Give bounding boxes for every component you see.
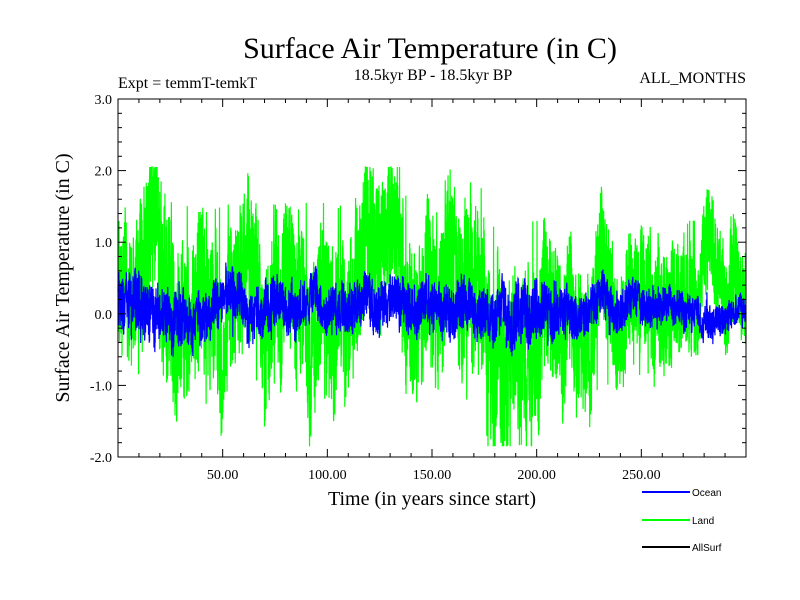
time-range-label: 18.5kyr BP - 18.5kyr BP [354,67,513,84]
legend-label-allsurf: AllSurf [692,543,722,554]
legend-label-land: Land [692,516,714,527]
y-tick-label: 1.0 [95,236,113,251]
legend-label-ocean: Ocean [692,488,721,499]
x-tick-label: 100.00 [308,468,347,483]
series-layer [117,166,747,447]
months-label: ALL_MONTHS [639,70,746,87]
y-tick-label: 3.0 [95,93,113,108]
y-tick-label: 2.0 [95,165,113,180]
x-tick-label: 50.00 [207,468,239,483]
tick-layer: 50.00 100.00 150.00 200.00 250.00 -2.0 -1.0 0.0… [90,93,746,483]
x-tick-label: 150.00 [413,468,452,483]
x-axis-label: Time (in years since start) [328,488,536,510]
experiment-label: Expt = temmT-temkT [118,75,257,92]
legend: Ocean Land AllSurf [642,488,722,554]
x-tick-label: 250.00 [622,468,661,483]
y-tick-label: 0.0 [95,308,113,323]
y-axis-label: Surface Air Temperature (in C) [52,153,74,402]
ocean-series-line [117,262,747,357]
land-series-line [117,166,747,447]
x-tick-label: 200.00 [517,468,556,483]
y-tick-label: -2.0 [90,451,112,466]
y-tick-label: -1.0 [90,379,112,394]
chart-title: Surface Air Temperature (in C) [243,32,617,65]
